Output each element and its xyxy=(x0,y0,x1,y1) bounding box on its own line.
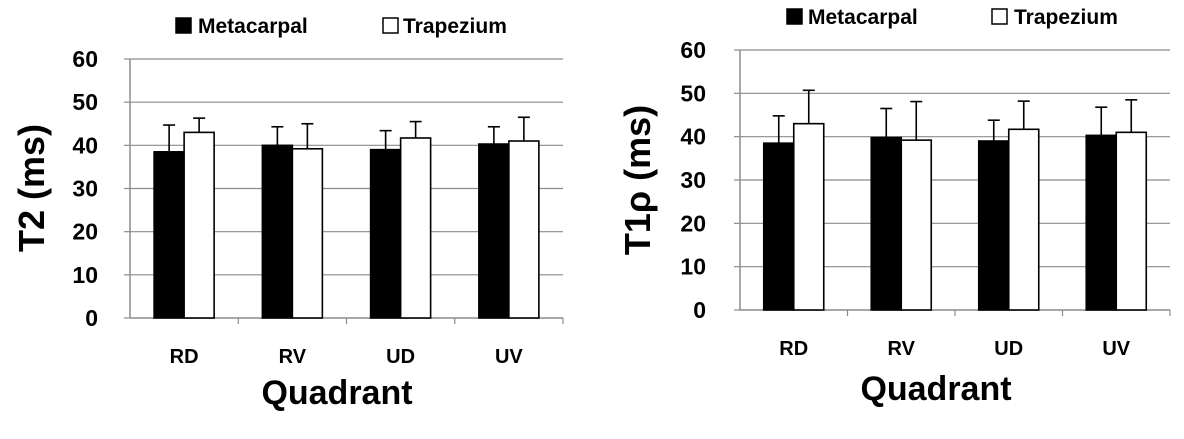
bar-trapezium-ud xyxy=(399,137,432,319)
legend: Metacarpal Trapezium xyxy=(786,6,1118,29)
bar-metacarpal-uv xyxy=(1085,134,1118,311)
bar-trapezium-rd xyxy=(792,122,825,311)
bar-trapezium-uv xyxy=(508,140,540,319)
x-tick-label: UD xyxy=(386,346,415,368)
y-tick-label: 30 xyxy=(72,176,98,202)
x-tick-label: RV xyxy=(888,338,916,360)
bar-metacarpal-uv xyxy=(478,143,510,319)
y-axis-label: T1ρ (ms) xyxy=(617,105,658,255)
bar-metacarpal-ud xyxy=(977,140,1010,311)
legend-swatch-metacarpal xyxy=(175,17,192,34)
chart-panel-2: 0 10 20 30 40 50 60 RD RV UD UV Quadrant T1ρ (ms) Met… xyxy=(617,6,1171,408)
legend-swatch-trapezium xyxy=(382,17,399,34)
bar-trapezium-ud xyxy=(1007,128,1040,311)
y-axis-label: T2 (ms) xyxy=(11,124,52,252)
x-tick-label: UV xyxy=(1102,338,1130,360)
x-tick-label: RD xyxy=(779,338,808,360)
bar-metacarpal-rv xyxy=(261,144,294,319)
bar-trapezium-uv xyxy=(1115,131,1148,311)
bar-trapezium-rv xyxy=(900,139,933,311)
y-tick-label: 10 xyxy=(680,254,706,280)
y-tick-label: 30 xyxy=(680,167,706,193)
y-tick-label: 60 xyxy=(680,37,706,63)
x-tick-label: RV xyxy=(279,346,307,368)
x-axis-label: Quadrant xyxy=(261,374,412,412)
legend: Metacarpal Trapezium xyxy=(175,15,507,38)
legend-label-trapezium: Trapezium xyxy=(1014,6,1118,29)
x-tick-label: UD xyxy=(994,338,1023,360)
y-tick-label: 20 xyxy=(72,219,98,245)
y-tick-label: 50 xyxy=(72,89,98,115)
bar-metacarpal-rd xyxy=(153,151,185,319)
y-tick-label: 20 xyxy=(680,210,706,236)
y-tick-label: 50 xyxy=(680,80,706,106)
legend-swatch-trapezium xyxy=(991,8,1008,25)
bar-metacarpal-rv xyxy=(870,136,903,311)
y-tick-label: 40 xyxy=(680,124,706,150)
bar-trapezium-rd xyxy=(183,131,215,319)
legend-swatch-metacarpal xyxy=(786,8,803,25)
bar-trapezium-rv xyxy=(291,147,324,319)
y-tick-label: 10 xyxy=(72,262,98,288)
chart-panel-1: 0 10 20 30 40 50 60 RD RV UD UV Quadrant T2 (ms) Meta… xyxy=(11,15,564,412)
x-tick-label: RD xyxy=(170,346,199,368)
legend-label-metacarpal: Metacarpal xyxy=(808,6,918,29)
bar-metacarpal-ud xyxy=(369,148,402,319)
x-tick-label: UV xyxy=(495,346,523,368)
legend-label-metacarpal: Metacarpal xyxy=(198,15,308,38)
y-tick-label: 0 xyxy=(85,305,98,331)
y-tick-label: 40 xyxy=(72,132,98,158)
x-axis-label: Quadrant xyxy=(860,370,1011,408)
legend-label-trapezium: Trapezium xyxy=(403,15,507,38)
y-tick-label: 0 xyxy=(693,297,706,323)
y-tick-label: 60 xyxy=(72,46,98,72)
bar-metacarpal-rd xyxy=(762,142,795,311)
